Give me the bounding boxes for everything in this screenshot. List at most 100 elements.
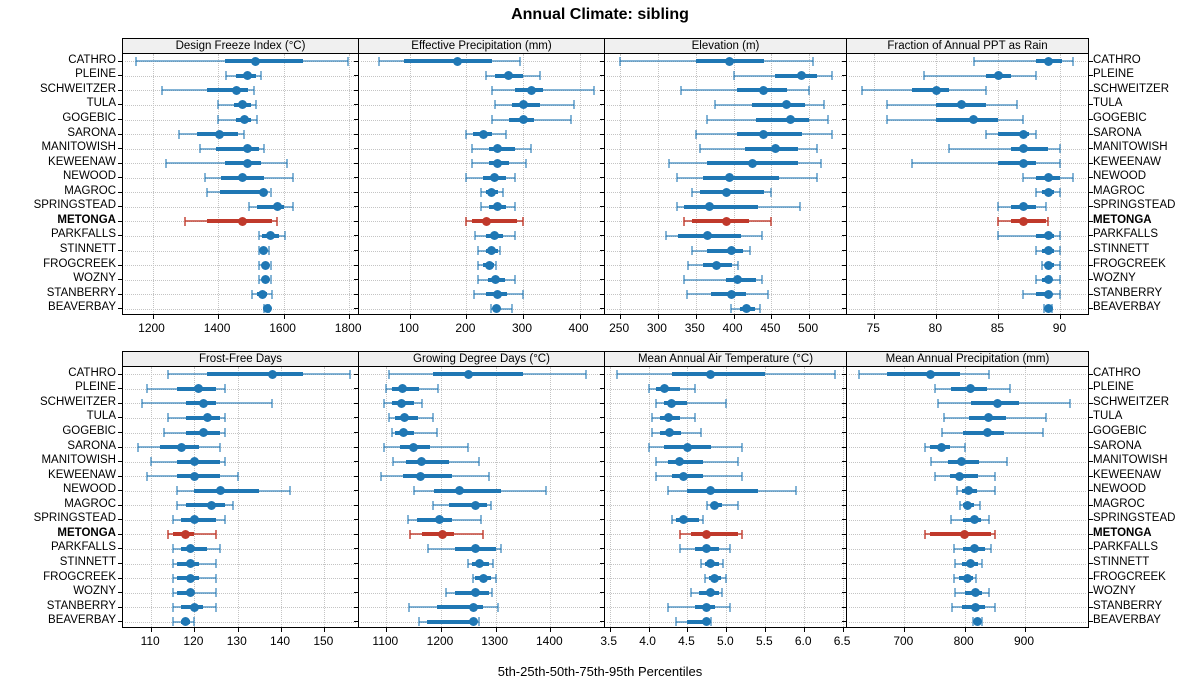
whisker-cap [984,85,987,95]
whisker-cap [1034,129,1037,139]
interquartile-bar [687,619,709,624]
gridline-horizontal [125,592,356,594]
panel-header: Growing Degree Days (°C) [358,351,605,367]
site-label: BEAVERBAY [48,301,116,314]
row-tick [600,432,604,433]
axis-tick-label: 500 [798,321,819,335]
site-label: METONGA [57,526,116,539]
interquartile-bar [219,190,268,195]
gridline-horizontal [849,447,1086,449]
median-dot [267,369,277,379]
row-tick [118,235,122,237]
interquartile-bar [206,88,248,93]
median-dot [706,369,716,379]
whisker-cap [997,231,1000,241]
whisker-cap [885,115,888,124]
site-label: KEWEENAW [1093,155,1161,168]
whisker-cap [1022,173,1025,183]
whisker-cap [285,158,288,168]
axis-tick [809,315,811,319]
median-dot [181,617,191,627]
whisker-cap [269,187,272,197]
median-dot [239,115,249,124]
gridline-horizontal [125,447,356,449]
median-dot [207,500,217,510]
whisker-cap [721,588,724,598]
whisker-cap [993,486,996,496]
median-dot [491,304,501,314]
axis-tick-label: 1800 [334,321,362,335]
row-tick [1089,533,1093,535]
whisker-cap [737,500,740,510]
site-label: PARKFALLS [51,541,116,554]
whisker-cap [167,413,170,423]
whisker-cap [254,100,257,110]
row-tick [118,402,122,404]
x-axis-title: 5th-25th-50th-75th-95th Percentiles [497,664,703,679]
row-tick [354,177,358,179]
gridline-horizontal [607,563,844,565]
whisker-cap [770,187,773,197]
row-tick [118,220,122,222]
median-dot [185,559,195,568]
panel-header: Design Freeze Index (°C) [122,38,359,54]
median-dot [993,398,1003,408]
row-tick [600,177,604,179]
whisker-cap [759,304,762,314]
median-dot [712,260,722,270]
median-dot [747,158,757,168]
gridline-horizontal [125,505,356,507]
row-tick [354,446,358,448]
whisker-cap [997,202,1000,212]
axis-tick-label: 6.0 [794,634,812,648]
gridline-horizontal [125,519,356,521]
panel-header: Mean Annual Air Temperature (°C) [604,351,847,367]
median-dot [984,413,994,423]
whisker-cap [502,187,505,197]
interquartile-bar [194,488,260,493]
row-tick [118,592,122,594]
median-dot [710,500,720,510]
row-tick [1089,563,1093,564]
site-label: TULA [86,410,116,423]
gridline-vertical [695,54,697,314]
whisker-cap [740,529,743,539]
row-tick [1089,89,1093,91]
axis-tick [324,628,326,632]
panel-header: Elevation (m) [604,38,847,54]
row-tick [1089,206,1093,208]
gridline-horizontal [125,235,356,237]
axis-tick-label: 300 [646,321,667,335]
interquartile-bar [950,474,978,479]
axis-tick [998,315,1000,319]
whisker-cap [248,202,251,212]
median-dot [189,515,199,525]
row-tick [354,264,358,266]
row-tick [354,308,358,310]
row-tick [600,89,604,91]
median-dot [665,428,675,437]
site-label: CATHRO [68,53,116,66]
axis-tick [349,315,351,319]
gridline-horizontal [125,250,356,252]
panel-title: Mean Annual Air Temperature (°C) [637,353,814,365]
whisker-cap [490,85,493,95]
median-dot [966,384,976,394]
median-dot [960,529,970,539]
whisker-cap [1059,158,1062,168]
whisker-cap [729,544,732,554]
gridline-vertical [283,54,285,314]
whisker-cap [193,617,196,627]
row-tick [842,490,846,492]
median-dot [454,486,464,496]
whisker-cap [437,384,440,394]
whisker-cap [276,216,279,226]
axis-tick-label: 800 [953,634,974,648]
whisker-cap [737,260,740,270]
row-tick [600,250,604,251]
median-dot [1043,231,1053,241]
whisker-cap [655,471,658,481]
whisker-cap [171,602,174,612]
gridline-vertical [523,54,524,314]
row-tick [600,104,604,106]
